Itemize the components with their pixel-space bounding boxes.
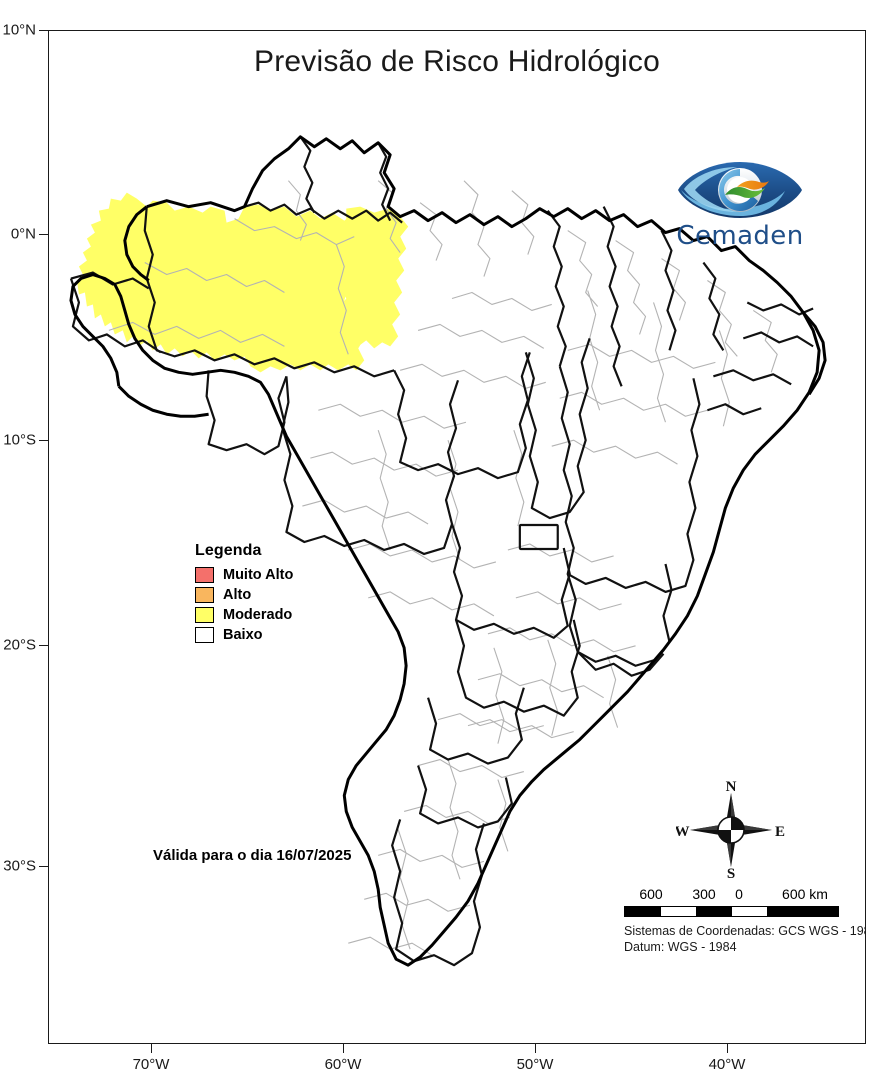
y-label-30s: 30°S (3, 857, 36, 875)
scale-seg-4 (731, 907, 767, 916)
scale-seg-1 (625, 907, 661, 916)
x-label-50w: 50°W (516, 1056, 554, 1073)
legend-swatch-alto (195, 586, 214, 603)
cemaden-logo-text: Cemaden (676, 221, 804, 251)
x-tick-70w (151, 1044, 152, 1053)
x-tick-40w (727, 1044, 728, 1053)
x-label-40w: 40°W (708, 1056, 746, 1073)
legend-item-alto[interactable]: Alto (195, 585, 345, 604)
compass-label-east: E (775, 824, 785, 840)
legend: Legenda Muito Alto Alto Moderado Baixo (195, 542, 345, 645)
brazil-map-graphic (69, 135, 827, 967)
x-label-70w: 70°W (132, 1056, 170, 1073)
legend-label-alto: Alto (223, 586, 252, 603)
legend-label-baixo: Baixo (223, 626, 263, 643)
y-tick-20s (39, 645, 48, 646)
compass-label-south: S (727, 866, 735, 879)
scale-bar-labels: 600 300 0 600 km (624, 886, 865, 904)
legend-item-baixo[interactable]: Baixo (195, 625, 345, 644)
x-tick-50w (535, 1044, 536, 1053)
compass-rose-icon: N S W E (676, 779, 785, 879)
scale-bar: 600 300 0 600 km Sistemas de Coordenadas… (624, 886, 866, 955)
scale-seg-3 (696, 907, 732, 916)
crs-note: Sistemas de Coordenadas: GCS WGS - 1984 … (624, 924, 866, 955)
cemaden-logo: Cemaden (665, 159, 815, 251)
y-tick-10n (39, 30, 48, 31)
y-tick-0n (39, 234, 48, 235)
crs-line-2: Datum: WGS - 1984 (624, 939, 737, 954)
page-title: Previsão de Risco Hidrológico (254, 45, 660, 78)
crs-line-1: Sistemas de Coordenadas: GCS WGS - 1984 (624, 924, 866, 938)
brazil-country-outline (69, 135, 821, 967)
scale-seg-5 (767, 907, 838, 916)
compass-label-north: N (726, 779, 737, 795)
scale-seg-2 (660, 907, 696, 916)
scale-label-600-right: 600 km (782, 886, 828, 902)
y-label-0n: 0°N (10, 225, 36, 243)
y-label-20s: 20°S (3, 636, 36, 654)
cemaden-eye-icon (678, 162, 802, 218)
y-tick-30s (39, 866, 48, 867)
scale-label-0: 0 (735, 886, 743, 902)
legend-swatch-muito-alto (195, 566, 214, 583)
legend-item-moderado[interactable]: Moderado (195, 605, 345, 624)
compass-label-west: W (676, 824, 690, 840)
x-tick-60w (343, 1044, 344, 1053)
scale-label-600-left: 600 (639, 886, 663, 902)
legend-swatch-baixo (195, 626, 214, 643)
risk-area-moderado-para (338, 206, 409, 349)
y-tick-10s (39, 440, 48, 441)
legend-label-moderado: Moderado (223, 606, 293, 623)
scale-bar-segments (624, 906, 839, 917)
validity-date-text: Válida para o dia 16/07/2025 (153, 847, 352, 864)
y-label-10n: 10°N (2, 21, 36, 39)
legend-item-muito-alto[interactable]: Muito Alto (195, 565, 345, 584)
federal-district-boundary (518, 523, 559, 551)
legend-title: Legenda (195, 542, 262, 559)
y-label-10s: 10°S (3, 431, 36, 449)
legend-label-muito-alto: Muito Alto (223, 566, 294, 583)
map-plot-area[interactable]: Previsão de Risco Hidrológico (48, 30, 866, 1044)
legend-swatch-moderado (195, 606, 214, 623)
x-label-60w: 60°W (324, 1056, 362, 1073)
scale-label-300: 300 (692, 886, 716, 902)
